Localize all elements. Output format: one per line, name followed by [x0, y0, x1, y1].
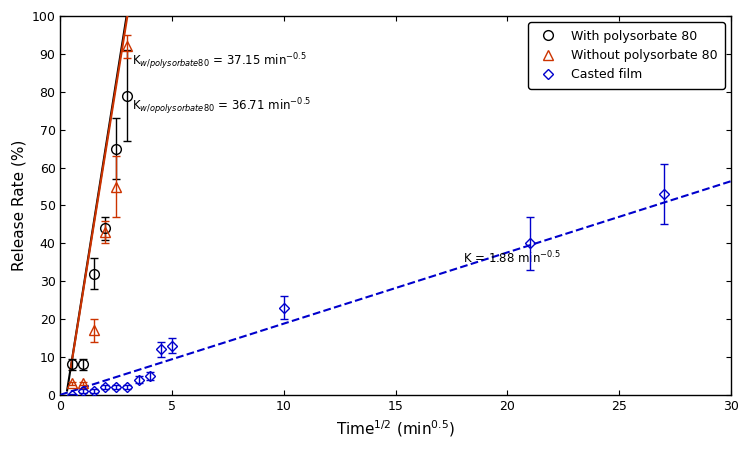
Text: K$_{w/ polysorbate 80}$ = 37.15 min$^{-0.5}$: K$_{w/ polysorbate 80}$ = 37.15 min$^{-0…	[132, 51, 307, 72]
Text: K$_{w/o polysorbate 80}$ = 36.71 min$^{-0.5}$: K$_{w/o polysorbate 80}$ = 36.71 min$^{-…	[132, 97, 311, 117]
Legend: With polysorbate 80, Without polysorbate 80, Casted film: With polysorbate 80, Without polysorbate…	[528, 22, 724, 89]
Text: K = 1.88 min$^{-0.5}$: K = 1.88 min$^{-0.5}$	[463, 250, 561, 267]
Y-axis label: Release Rate (%): Release Rate (%)	[11, 140, 26, 271]
X-axis label: Time$^{1/2}$ (min$^{0.5}$): Time$^{1/2}$ (min$^{0.5}$)	[336, 418, 455, 439]
